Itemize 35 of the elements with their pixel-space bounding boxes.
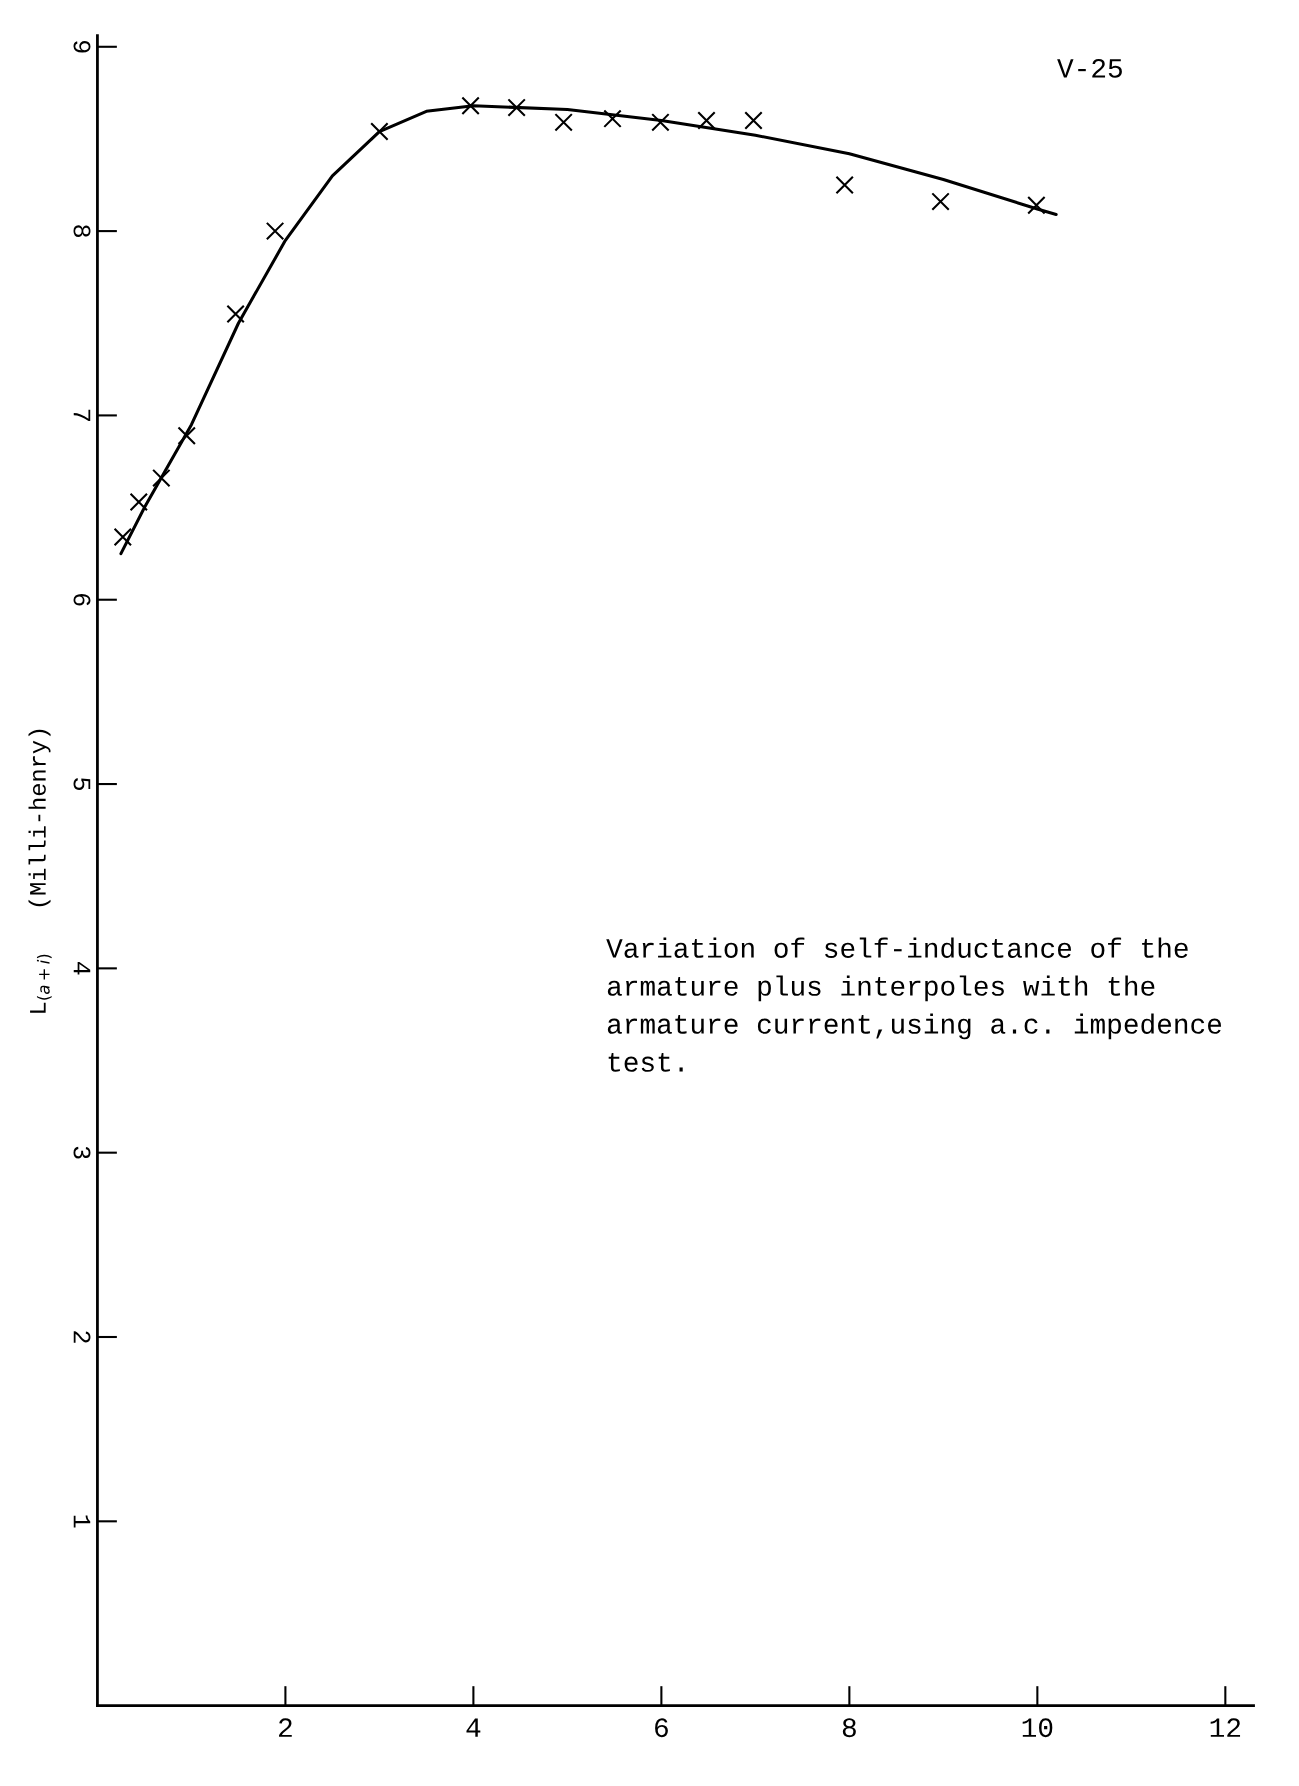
x-tick-label: 4 [466,1718,481,1737]
point [152,468,171,488]
point [226,304,245,324]
annotation: Variation of self-inductance of the armature plus interpoles with the armature current,using a.c. impedence test. [606,937,1222,1072]
point [554,113,573,132]
x-tick-label: 2 [279,1718,292,1737]
text: L$_{(a+i)}$ (Milli-henry) [28,729,52,1013]
point [370,122,389,141]
y-tick-label: 5 [73,778,91,790]
point [113,527,133,547]
point [461,96,480,116]
y-tick-label: 7 [73,409,91,421]
x-tick-label: 10 [1022,1718,1053,1738]
point [129,492,149,512]
point [507,98,526,117]
x-tick-label: 12 [1210,1718,1241,1737]
y-tick-label: 3 [73,1146,91,1159]
point [744,111,763,130]
point [603,109,622,128]
point [265,221,285,241]
y-tick-label: 9 [73,41,91,53]
x-tick-label: 8 [842,1718,856,1738]
x-tick-label: 6 [655,1718,668,1738]
y-tick-label: 4 [73,962,91,975]
point [1027,196,1046,215]
point [931,192,950,211]
y-tick-label: 1 [73,1515,91,1528]
annotation: V-25 [1057,58,1122,78]
point [177,426,196,445]
point [651,113,670,132]
point [697,111,716,130]
y-tick-label: 6 [73,594,91,606]
y-tick-label: 2 [73,1331,91,1343]
point [835,175,854,195]
y-tick-label: 8 [73,225,91,237]
